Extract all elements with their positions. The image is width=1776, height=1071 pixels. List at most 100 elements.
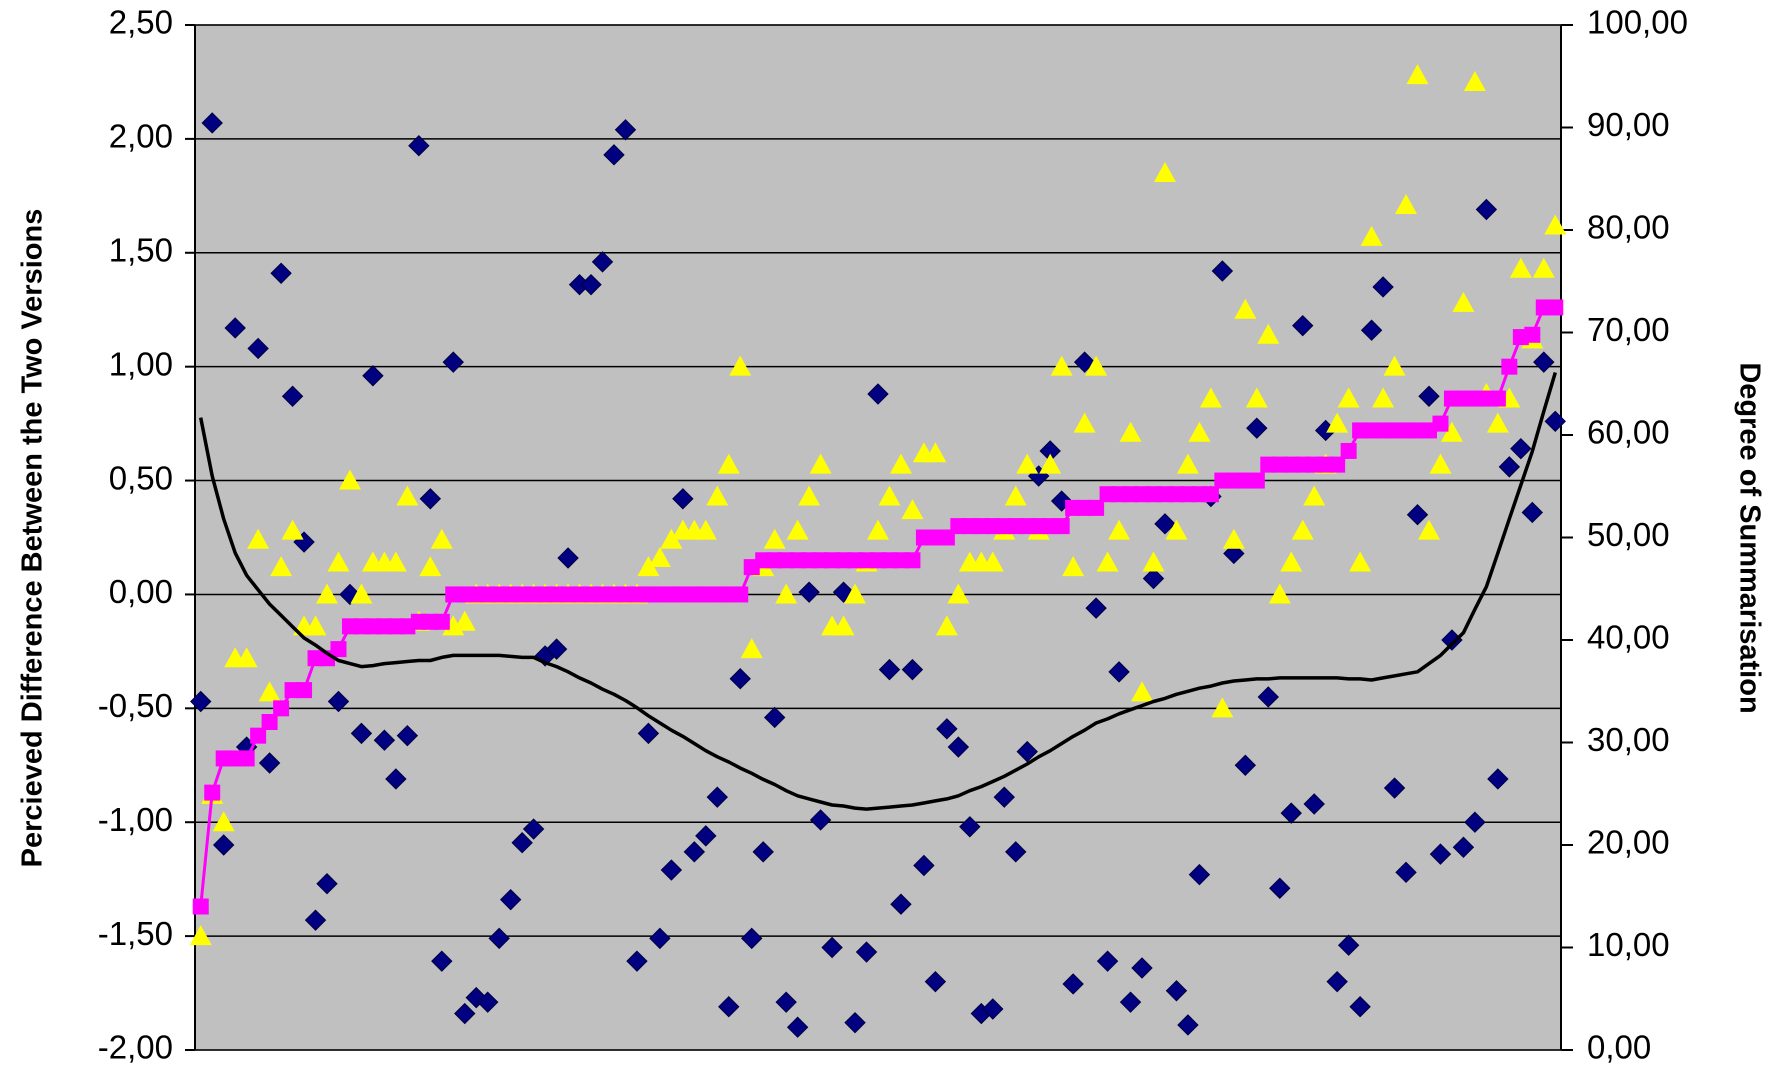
y2-tick-label: 0,00 (1587, 1029, 1651, 1066)
y2-tick-label: 90,00 (1587, 106, 1670, 143)
y2-tick-label: 40,00 (1587, 619, 1670, 656)
diamond-point (1464, 811, 1486, 833)
triangle-point (1452, 291, 1475, 312)
diamond-point (786, 1016, 809, 1038)
square-point (1340, 442, 1357, 459)
triangle-point (1062, 556, 1085, 577)
y2-tick-label: 100,00 (1587, 4, 1688, 41)
y2-tick-label: 60,00 (1587, 414, 1670, 451)
square-point (1202, 486, 1219, 503)
triangle-point (1509, 257, 1532, 278)
diamond-point (488, 927, 510, 950)
triangle-point (1326, 412, 1349, 433)
y-tick-label: -0,50 (98, 687, 173, 724)
diamond-point (1303, 793, 1325, 815)
diamond-point (1154, 513, 1176, 535)
triangle-point (1119, 421, 1142, 442)
diamond-point (1096, 950, 1119, 972)
triangle-point (270, 556, 293, 577)
diamond-point (1429, 843, 1452, 865)
diamond-point (775, 991, 797, 1013)
y-tick-label: 0,00 (109, 573, 173, 610)
diamond-point (362, 365, 384, 387)
diamond-point (1234, 754, 1257, 776)
diamond-point (603, 144, 625, 166)
square-point (330, 641, 347, 658)
diamond-point (901, 658, 924, 681)
diamond-point (1246, 417, 1268, 439)
diamond-point (408, 135, 430, 157)
triangle-point (740, 638, 763, 659)
triangle-point (1096, 551, 1119, 572)
diamond-point (993, 786, 1015, 808)
diamond-point (614, 119, 637, 141)
diamond-point (1062, 973, 1084, 995)
triangle-point (1039, 453, 1062, 474)
square-point (1489, 390, 1506, 407)
triangle-point (1016, 453, 1039, 474)
triangle-point (637, 556, 660, 577)
triangle-point (706, 485, 729, 506)
square-point (296, 682, 313, 699)
diamond-point (1360, 319, 1383, 341)
y2-tick-label: 50,00 (1587, 516, 1670, 553)
diamond-point (431, 950, 453, 972)
triangle-point (1004, 485, 1027, 506)
diamond-point (947, 736, 970, 758)
y-tick-label: -1,00 (98, 801, 173, 838)
square-point (250, 727, 267, 744)
diamond-point (1211, 260, 1234, 282)
diamond-point (809, 809, 832, 831)
diamond-point (304, 909, 327, 931)
diamond-point (442, 351, 464, 373)
triangle-point (1291, 519, 1314, 540)
square-point (1088, 499, 1105, 516)
triangle-point (1417, 519, 1440, 540)
y2-tick-label: 30,00 (1587, 721, 1670, 758)
diamond-point (1383, 777, 1406, 799)
triangle-point (1153, 162, 1176, 183)
triangle-point (648, 547, 671, 567)
diamond-point (763, 706, 786, 729)
triangle-point (1073, 412, 1096, 433)
diamond-point (855, 941, 878, 963)
triangle-point (694, 519, 717, 540)
triangle-point (1245, 387, 1268, 408)
diamond-point (477, 991, 499, 1013)
y-tick-label: -2,00 (98, 1029, 173, 1066)
diamond-point (924, 970, 947, 993)
y2-tick-label: 20,00 (1587, 824, 1670, 861)
triangle-point (1532, 257, 1555, 278)
triangle-point (281, 519, 304, 540)
diamond-point (741, 927, 763, 950)
triangle-point (384, 551, 407, 572)
diamond-point (1108, 661, 1130, 683)
y-tick-label: 1,00 (109, 345, 173, 382)
diamond-point (1165, 980, 1188, 1002)
triangle-point (1544, 214, 1567, 235)
diamond-point (1016, 740, 1038, 763)
triangle-point (1440, 421, 1463, 442)
diamond-point (798, 581, 820, 603)
triangle-point (1486, 412, 1509, 433)
triangle-point (1176, 453, 1199, 474)
diamond-point (190, 690, 212, 713)
triangle-point (1337, 387, 1360, 408)
diamond-point (1131, 957, 1153, 979)
triangle-point (1257, 323, 1280, 344)
triangle-point (763, 528, 786, 549)
square-point (433, 613, 450, 630)
diamond-point (1326, 970, 1348, 993)
diamond-point (1487, 768, 1509, 790)
triangle-point (1108, 519, 1131, 540)
y-tick-label: -1,50 (98, 915, 173, 952)
triangle-point (1268, 583, 1291, 604)
diamond-point (1337, 934, 1360, 956)
triangle-point (258, 681, 281, 702)
square-point (261, 714, 278, 730)
triangle-point (935, 615, 958, 636)
triangle-point (1372, 387, 1395, 408)
diamond-point (1395, 861, 1417, 884)
y2-tick-label: 80,00 (1587, 209, 1670, 246)
triangle-point (1349, 551, 1372, 572)
